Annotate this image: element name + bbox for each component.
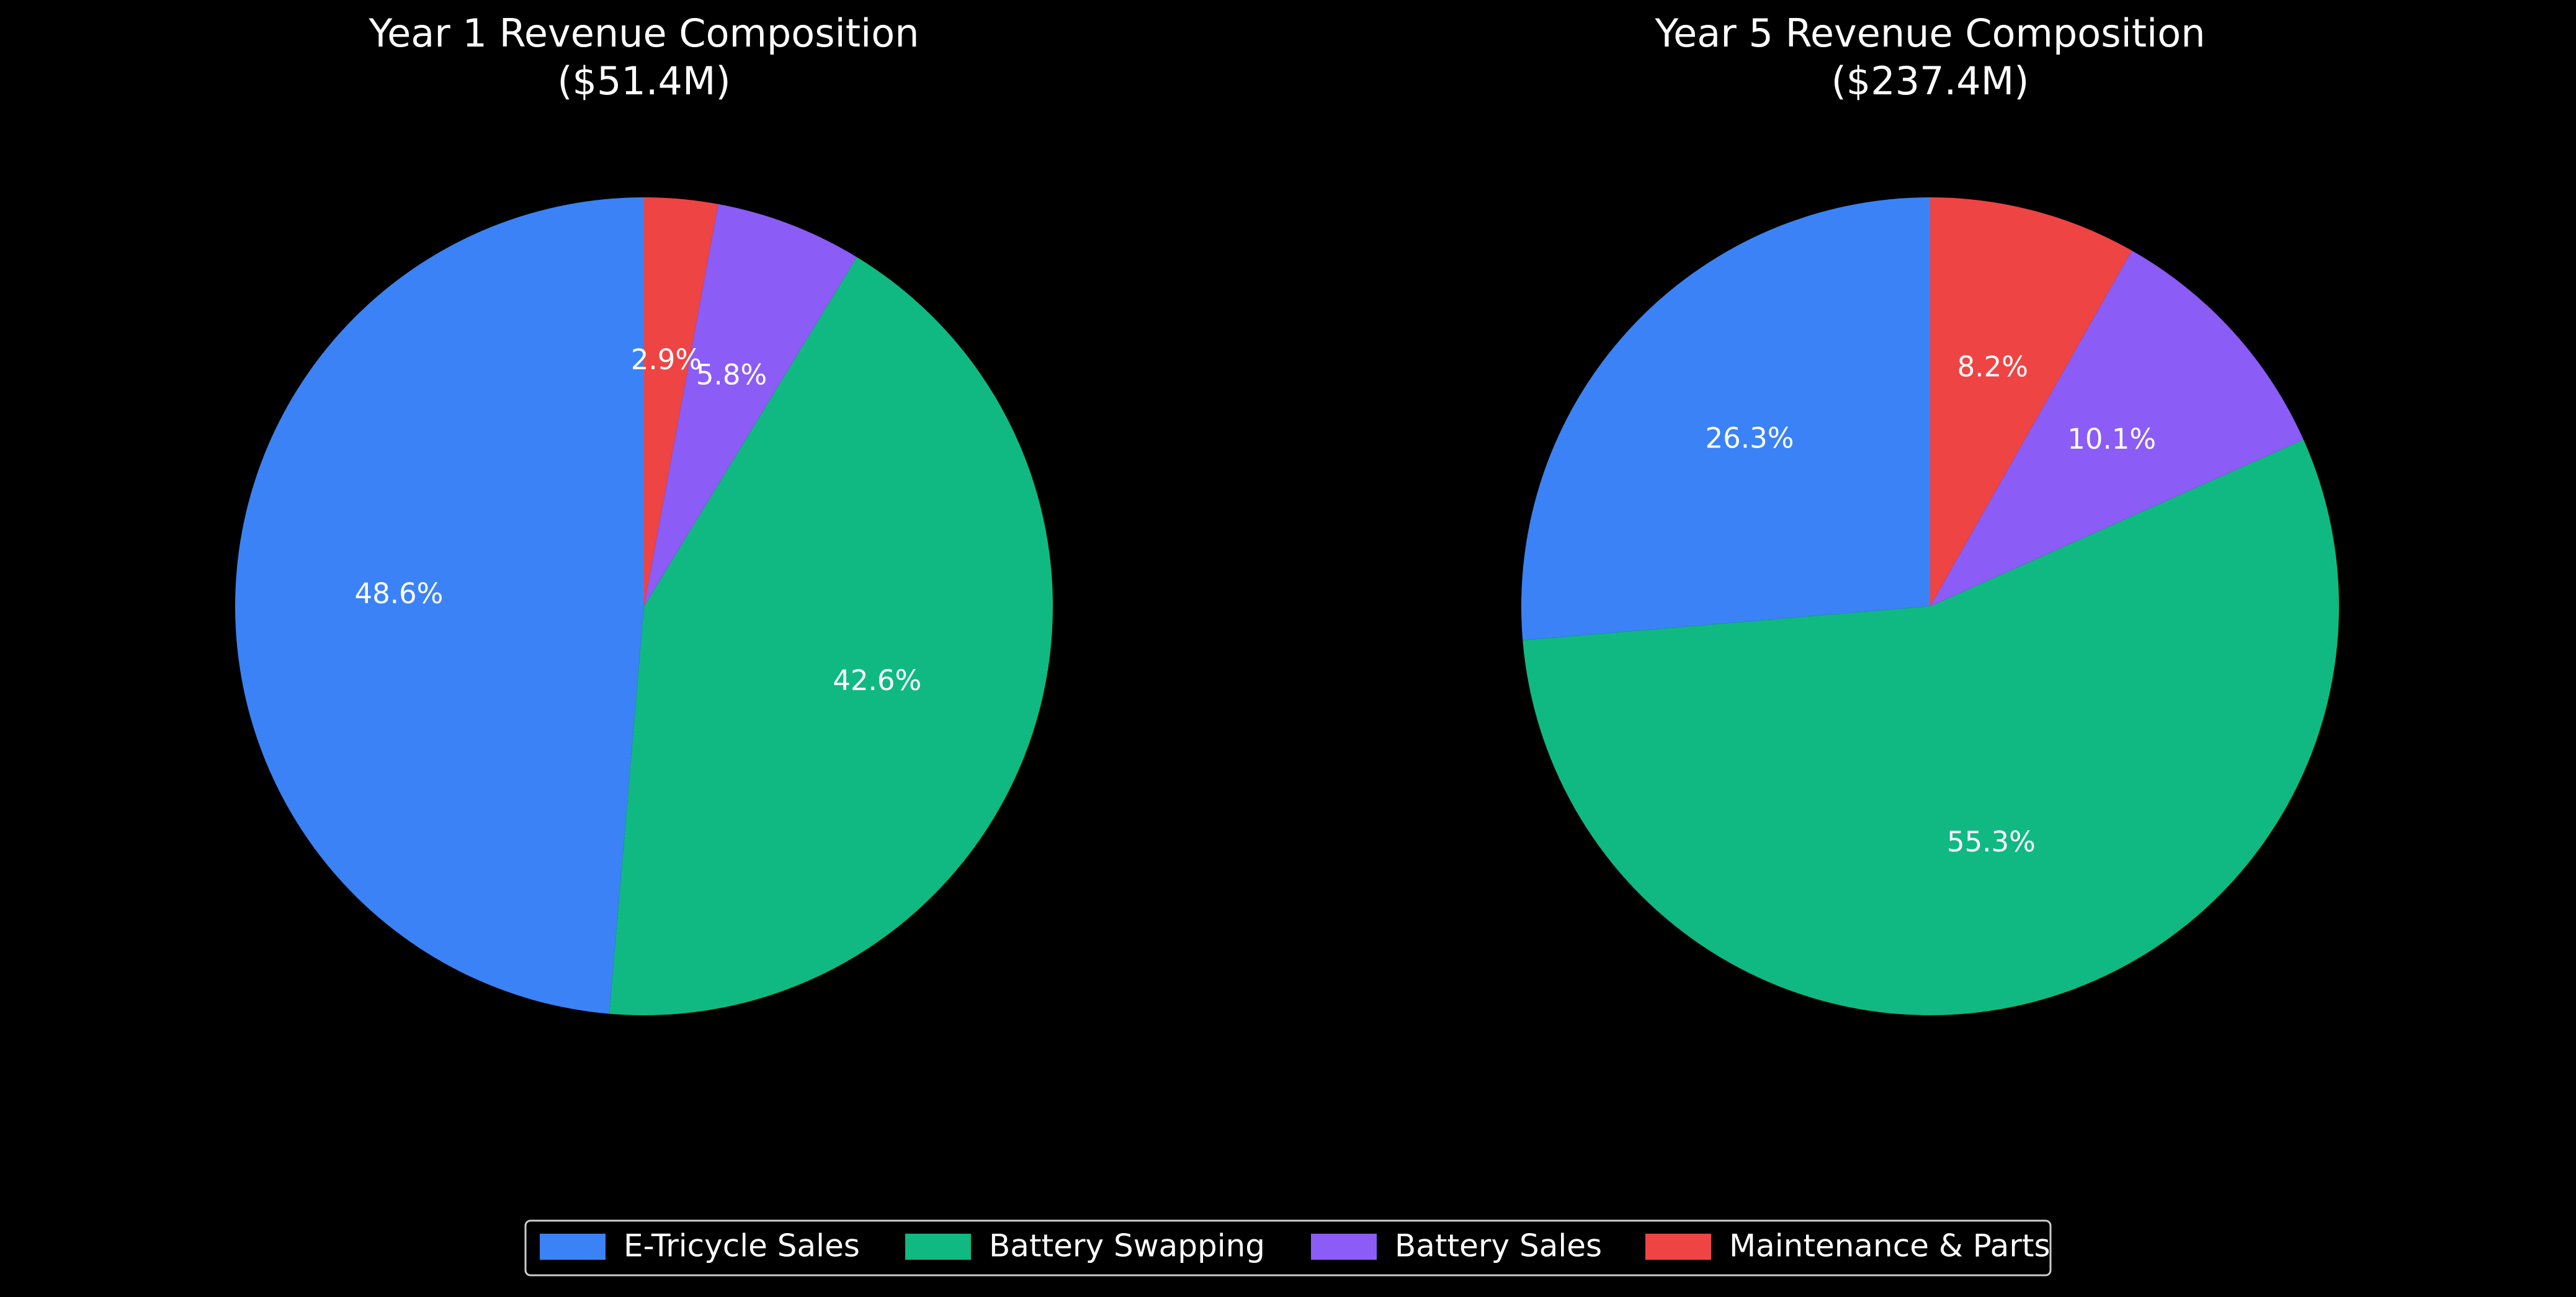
pie-slice xyxy=(1930,250,2304,606)
legend-swatch xyxy=(905,1234,971,1260)
chart-subtitle: ($51.4M) xyxy=(557,58,730,104)
pie-slice xyxy=(609,257,1053,1016)
pie-slice xyxy=(1521,197,1930,640)
legend-label: Maintenance & Parts xyxy=(1729,1228,2051,1264)
legend-swatch xyxy=(1311,1234,1377,1260)
slice-label: 2.9% xyxy=(631,343,702,376)
pie-slice xyxy=(644,197,718,606)
slice-label: 5.8% xyxy=(696,359,767,392)
legend-label: Battery Swapping xyxy=(989,1228,1265,1264)
chart-title: Year 1 Revenue Composition xyxy=(368,11,919,56)
pie-slice xyxy=(644,204,857,606)
pie-slice xyxy=(1523,439,2340,1016)
slice-label: 55.3% xyxy=(1947,825,2036,858)
slice-label: 8.2% xyxy=(1957,351,2028,384)
slice-label: 26.3% xyxy=(1706,421,1794,454)
chart-subtitle: ($237.4M) xyxy=(1831,58,2029,104)
legend-swatch xyxy=(1645,1234,1711,1260)
slice-label: 10.1% xyxy=(2067,423,2156,456)
chart-title: Year 5 Revenue Composition xyxy=(1654,11,2205,56)
pie-slice xyxy=(1930,197,2132,606)
legend-swatch xyxy=(540,1234,606,1260)
legend-label: Battery Sales xyxy=(1395,1228,1602,1264)
legend-label: E-Tricycle Sales xyxy=(624,1228,860,1264)
slice-label: 48.6% xyxy=(354,577,443,610)
pie-slice xyxy=(235,197,645,1014)
slice-label: 42.6% xyxy=(833,664,921,697)
